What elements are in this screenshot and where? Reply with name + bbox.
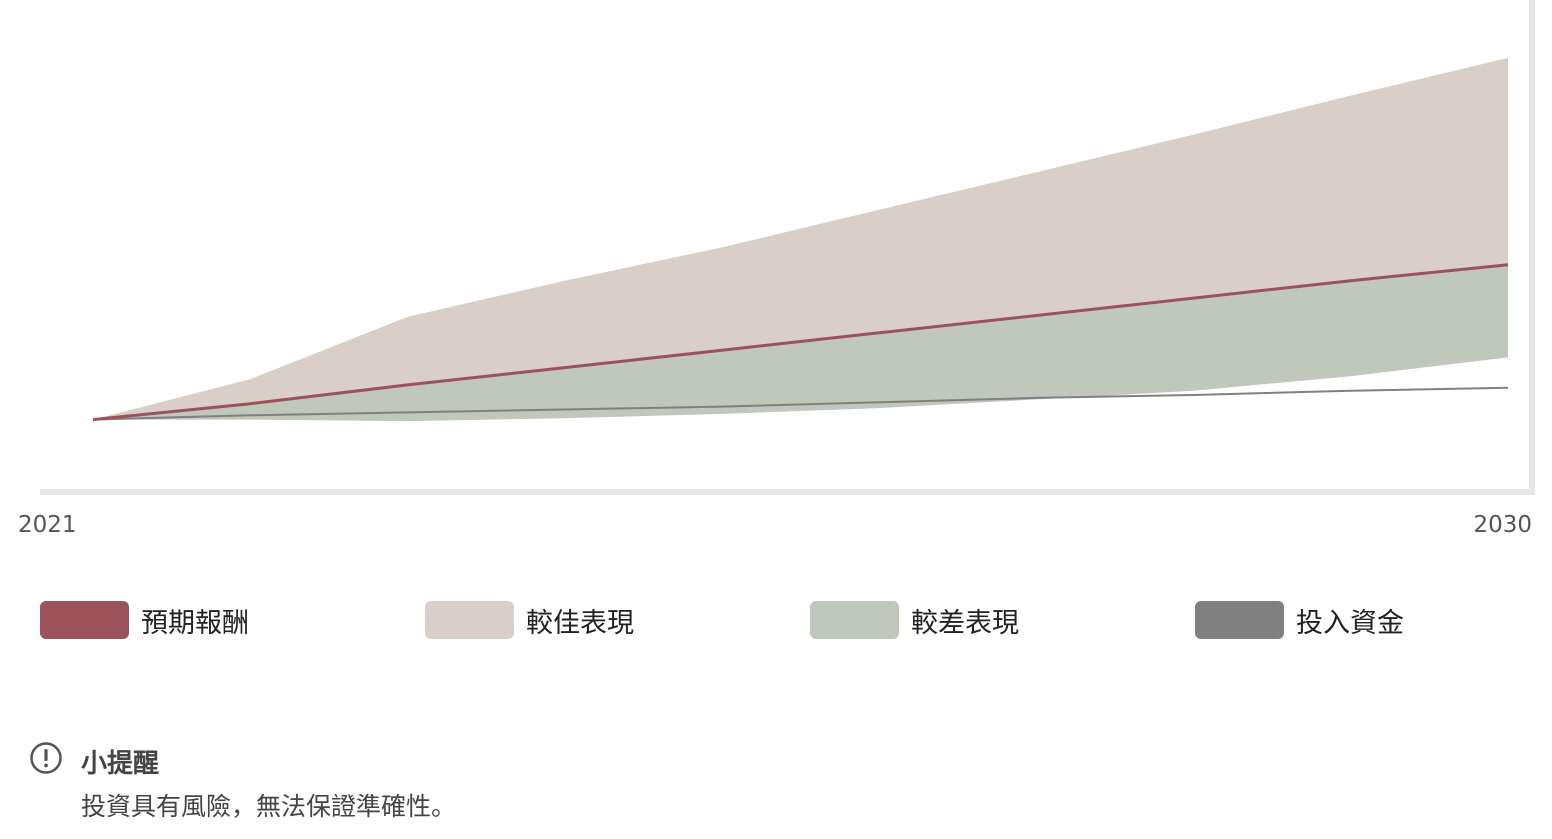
- legend-swatch-better-performance: [425, 601, 514, 639]
- expected-return-line: [92, 263, 1509, 422]
- legend-label-better-performance: 較佳表現: [526, 607, 634, 639]
- exclamation-circle-icon: [30, 742, 62, 774]
- chart-areas: [93, 57, 1508, 422]
- legend: 預期報酬 較佳表現 較差表現 投入資金: [40, 600, 1552, 640]
- chart: 2021 2030: [18, 0, 1535, 538]
- x-tick-label-end: 2030: [1473, 512, 1532, 538]
- legend-swatch-invested-capital: [1195, 601, 1284, 639]
- legend-item-worse-performance: 較差表現: [810, 600, 1019, 640]
- legend-swatch-expected-return: [40, 601, 129, 639]
- invested-capital-line: [92, 386, 1509, 421]
- chart-lines: [92, 263, 1509, 422]
- legend-label-expected-return: 預期報酬: [141, 607, 249, 639]
- x-tick-label-start: 2021: [18, 512, 77, 538]
- legend-item-invested-capital: 投入資金: [1195, 600, 1404, 640]
- legend-item-expected-return: 預期報酬: [40, 600, 249, 640]
- legend-label-worse-performance: 較差表現: [911, 607, 1019, 639]
- legend-label-invested-capital: 投入資金: [1296, 607, 1404, 639]
- legend-item-better-performance: 較佳表現: [425, 600, 634, 640]
- reminder-title: 小提醒: [81, 749, 160, 779]
- legend-swatch-worse-performance: [810, 601, 899, 639]
- better-performance-area: [93, 57, 1508, 420]
- reminder-text: 投資具有風險，無法保證準確性。: [81, 792, 457, 821]
